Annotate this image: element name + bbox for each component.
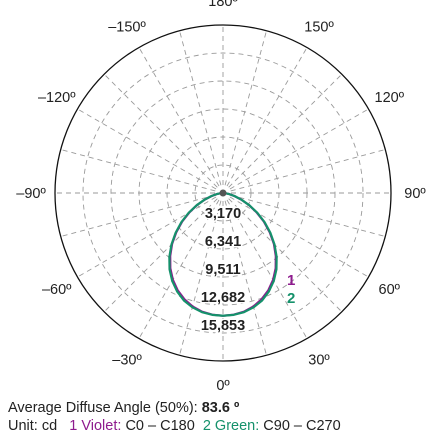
grid-spoke — [103, 73, 218, 188]
radial-tick-label: 12,682 — [201, 290, 245, 306]
grid-spoke — [230, 194, 386, 237]
grid-spoke — [77, 108, 217, 190]
polar-grid — [55, 25, 391, 361]
grid-spoke — [230, 149, 386, 192]
grid-ring — [82, 52, 364, 334]
legend-green-value: C90 – C270 — [263, 418, 341, 434]
grid-spoke — [60, 194, 216, 237]
series-1-label: 1 — [287, 272, 295, 289]
angle-label: 150º — [304, 20, 334, 36]
legend-violet-label: 1 Violet: — [69, 418, 126, 434]
grid-spoke — [138, 47, 220, 187]
series-layer — [168, 189, 278, 317]
radial-tick-label: 15,853 — [201, 318, 245, 334]
polar-chart: 180º150º–150º120º–120º90º–90º60º–60º30º–… — [16, 0, 426, 394]
angle-label: 0º — [216, 378, 230, 394]
grid-spoke — [224, 30, 267, 186]
angle-label: 60º — [379, 282, 401, 298]
legend-violet-value: C0 – C180 — [125, 418, 195, 434]
legend-line: Unit: cd 1 Violet: C0 – C180 2 Green: C9… — [8, 418, 341, 434]
radial-tick-label: 6,341 — [205, 234, 241, 250]
angle-labels: 180º150º–150º120º–120º90º–90º60º–60º30º–… — [16, 0, 426, 394]
average-diffuse-angle-value: 83.6 º — [201, 400, 240, 416]
angle-label: –120º — [38, 90, 76, 106]
angle-label: –60º — [42, 282, 72, 298]
angle-label: –150º — [108, 20, 146, 36]
grid-spoke — [229, 196, 369, 278]
radial-tick-label: 9,511 — [205, 262, 241, 278]
center-dot — [219, 189, 227, 197]
angle-label: 180º — [208, 0, 238, 10]
series-end-labels: 12 — [287, 272, 295, 307]
angle-label: 90º — [404, 186, 426, 202]
grid-spoke — [228, 73, 343, 188]
grid-spoke — [179, 30, 222, 186]
unit-label: Unit: cd — [8, 418, 58, 434]
grid-spoke — [77, 196, 217, 278]
average-diffuse-angle: Average Diffuse Angle (50%): 83.6 º — [8, 400, 239, 416]
angle-label: 30º — [308, 352, 330, 368]
average-diffuse-angle-label: Average Diffuse Angle (50%): — [8, 400, 202, 416]
grid-spoke — [229, 108, 369, 190]
series-2-curve — [168, 191, 278, 317]
radial-tick-labels: 3,170 6,341 9,511 12,682 15,853 — [199, 204, 246, 335]
outer-circle — [54, 24, 392, 362]
radial-tick-label: 3,170 — [205, 206, 241, 222]
grid-spoke — [60, 149, 216, 192]
legend-green-label: 2 Green: — [202, 418, 264, 434]
angle-label: 120º — [375, 90, 405, 106]
angle-label: –90º — [16, 186, 46, 202]
grid-spoke — [226, 47, 308, 187]
series-2-label: 2 — [287, 290, 295, 307]
angle-label: –30º — [112, 352, 142, 368]
grid-spoke — [228, 198, 343, 313]
